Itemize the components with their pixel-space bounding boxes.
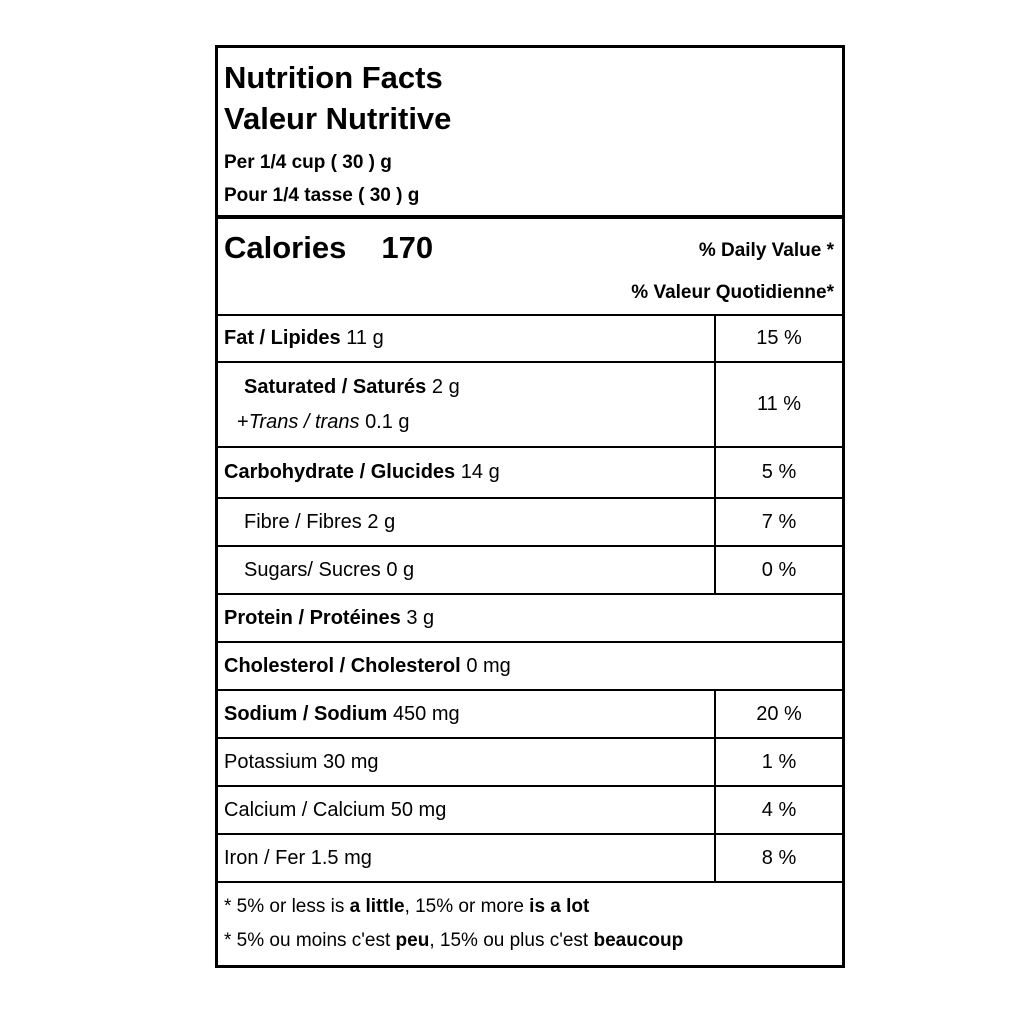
- trans-prefix: +: [237, 410, 249, 433]
- sodium-amount: 450 mg: [392, 702, 460, 725]
- calcium-label: Calcium / Calcium 50 mg: [218, 787, 714, 833]
- calcium-amount: 50 mg: [390, 798, 447, 821]
- fibre-name: Fibre / Fibres: [244, 510, 362, 533]
- protein-label: Protein / Protéines 3 g: [218, 595, 842, 641]
- daily-value-headers: % Daily Value * % Valeur Quotidienne*: [631, 219, 834, 314]
- row-calcium: Calcium / Calcium 50 mg 4 %: [218, 785, 842, 833]
- saturated-trans-label: Saturated / Saturés 2 g +Trans / trans 0.1…: [218, 363, 714, 446]
- serving-size-block: Per 1/4 cup ( 30 ) g Pour 1/4 tasse ( 30…: [224, 146, 834, 212]
- sodium-name: Sodium / Sodium: [224, 702, 388, 725]
- daily-value-header-english: % Daily Value *: [698, 240, 834, 261]
- sodium-label: Sodium / Sodium 450 mg: [218, 691, 714, 737]
- cholesterol-name: Cholesterol / Cholesterol: [224, 654, 461, 677]
- sodium-daily-value: 20 %: [714, 691, 842, 737]
- row-saturated-trans: Saturated / Saturés 2 g +Trans / trans 0.1…: [218, 361, 842, 446]
- fat-daily-value: 15 %: [714, 316, 842, 361]
- iron-daily-value: 8 %: [714, 835, 842, 881]
- carbohydrate-label: Carbohydrate / Glucides 14 g: [218, 448, 714, 497]
- saturated-line: Saturated / Saturés 2 g: [218, 370, 460, 405]
- trans-name: Trans / trans: [248, 410, 360, 433]
- footnotes-section: * 5% or less is a little, 15% or more is…: [218, 881, 842, 965]
- footnote-fr-pre: * 5% ou moins c'est: [224, 930, 396, 951]
- fibre-label: Fibre / Fibres 2 g: [218, 499, 714, 545]
- potassium-amount: 30 mg: [322, 750, 379, 773]
- row-fat: Fat / Lipides 11 g 15 %: [218, 314, 842, 361]
- title-english: Nutrition Facts: [224, 60, 443, 95]
- iron-label: Iron / Fer 1.5 mg: [218, 835, 714, 881]
- trans-amount: 0.1 g: [365, 410, 410, 433]
- daily-value-header-french: % Valeur Quotidienne*: [631, 282, 834, 303]
- cholesterol-label: Cholesterol / Cholesterol 0 mg: [218, 643, 842, 689]
- footnote-en-bold2: is a lot: [529, 896, 590, 917]
- footnote-en-bold1: a little: [349, 896, 405, 917]
- protein-amount: 3 g: [406, 606, 435, 629]
- footnote-fr-bold2: beaucoup: [593, 930, 684, 951]
- fibre-amount: 2 g: [367, 510, 396, 533]
- footnote-french: * 5% ou moins c'est peu, 15% ou plus c'e…: [224, 924, 842, 958]
- cholesterol-amount: 0 mg: [466, 654, 511, 677]
- row-fibre: Fibre / Fibres 2 g 7 %: [218, 497, 842, 545]
- row-sodium: Sodium / Sodium 450 mg 20 %: [218, 689, 842, 737]
- potassium-label: Potassium 30 mg: [218, 739, 714, 785]
- carbohydrate-name: Carbohydrate / Glucides: [224, 461, 456, 483]
- label-header: Nutrition Facts Valeur Nutritive Per 1/4…: [218, 48, 842, 215]
- iron-name: Iron / Fer: [224, 846, 306, 869]
- potassium-daily-value: 1 %: [714, 739, 842, 785]
- carbohydrate-amount: 14 g: [460, 461, 500, 483]
- row-protein: Protein / Protéines 3 g: [218, 593, 842, 641]
- fibre-daily-value: 7 %: [714, 499, 842, 545]
- fat-label: Fat / Lipides 11 g: [218, 316, 714, 361]
- carbohydrate-daily-value: 5 %: [714, 448, 842, 497]
- sugars-name: Sugars/ Sucres: [244, 558, 381, 581]
- trans-line: +Trans / trans 0.1 g: [218, 405, 410, 440]
- row-cholesterol: Cholesterol / Cholesterol 0 mg: [218, 641, 842, 689]
- calories-section: Calories 170 % Daily Value * % Valeur Quo…: [218, 215, 842, 314]
- saturated-name: Saturated / Saturés: [244, 375, 427, 398]
- protein-name: Protein / Protéines: [224, 606, 401, 629]
- footnote-fr-mid: , 15% ou plus c'est: [429, 930, 594, 951]
- sugars-label: Sugars/ Sucres 0 g: [218, 547, 714, 593]
- saturated-daily-value: 11 %: [714, 363, 842, 446]
- fat-name: Fat / Lipides: [224, 327, 341, 349]
- calcium-name: Calcium / Calcium: [224, 798, 386, 821]
- saturated-amount: 2 g: [431, 375, 460, 398]
- row-carbohydrate: Carbohydrate / Glucides 14 g 5 %: [218, 446, 842, 497]
- footnote-fr-bold1: peu: [395, 930, 430, 951]
- row-iron: Iron / Fer 1.5 mg 8 %: [218, 833, 842, 881]
- footnote-en-mid: , 15% or more: [404, 896, 530, 917]
- sugars-daily-value: 0 %: [714, 547, 842, 593]
- calories-label: Calories: [224, 230, 347, 265]
- sugars-amount: 0 g: [386, 558, 415, 581]
- calcium-daily-value: 4 %: [714, 787, 842, 833]
- potassium-name: Potassium: [224, 750, 318, 773]
- serving-size-french: Pour 1/4 tasse ( 30 ) g: [224, 185, 420, 206]
- title-french: Valeur Nutritive: [224, 101, 452, 136]
- calories-line: Calories 170: [224, 219, 433, 314]
- calories-value: 170: [381, 230, 434, 265]
- row-sugars: Sugars/ Sucres 0 g 0 %: [218, 545, 842, 593]
- row-potassium: Potassium 30 mg 1 %: [218, 737, 842, 785]
- iron-amount: 1.5 mg: [310, 846, 372, 869]
- footnote-english: * 5% or less is a little, 15% or more is…: [224, 890, 842, 924]
- fat-amount: 11 g: [346, 327, 384, 349]
- serving-size-english: Per 1/4 cup ( 30 ) g: [224, 152, 392, 173]
- footnote-en-pre: * 5% or less is: [224, 896, 350, 917]
- nutrition-facts-label: Nutrition Facts Valeur Nutritive Per 1/4…: [215, 45, 845, 968]
